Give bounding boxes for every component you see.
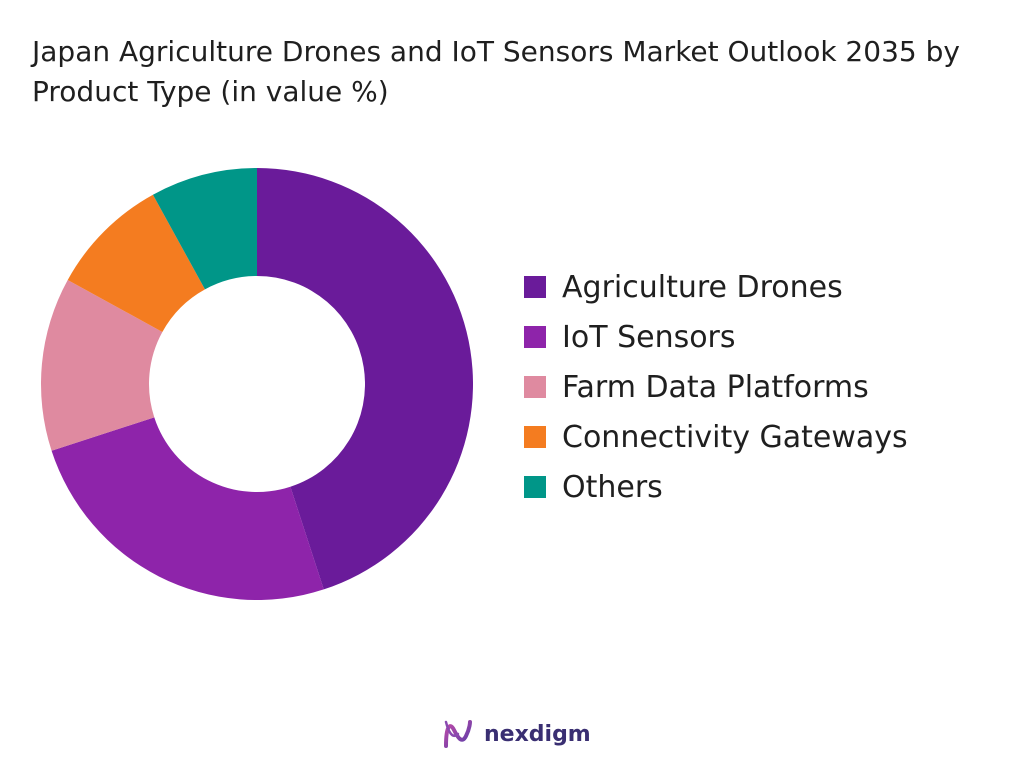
legend-item: IoT Sensors [524,312,908,362]
donut-slice-farm-data-platforms [41,279,163,451]
legend-swatch [524,476,546,498]
donut-slice-iot-sensors [51,417,324,600]
legend-swatch [524,376,546,398]
donut-slice-others [152,168,257,290]
legend-label: Others [562,469,663,505]
legend-swatch [524,326,546,348]
chart-title: Japan Agriculture Drones and IoT Sensors… [32,35,960,108]
chart-legend: Agriculture Drones IoT Sensors Farm Data… [524,262,908,512]
legend-item: Others [524,462,908,512]
donut-slice-connectivity-gateways [67,194,205,332]
legend-label: Farm Data Platforms [562,369,869,405]
legend-swatch [524,426,546,448]
nexdigm-logo-icon [444,720,472,748]
brand-name: nexdigm [484,721,591,747]
legend-item: Connectivity Gateways [524,412,908,462]
brand-logo: nexdigm [440,714,591,754]
legend-item: Farm Data Platforms [524,362,908,412]
legend-label: IoT Sensors [562,319,736,355]
legend-item: Agriculture Drones [524,262,908,312]
legend-swatch [524,276,546,298]
legend-label: Agriculture Drones [562,269,843,305]
legend-label: Connectivity Gateways [562,419,908,455]
donut-slice-agriculture-drones [257,168,474,590]
